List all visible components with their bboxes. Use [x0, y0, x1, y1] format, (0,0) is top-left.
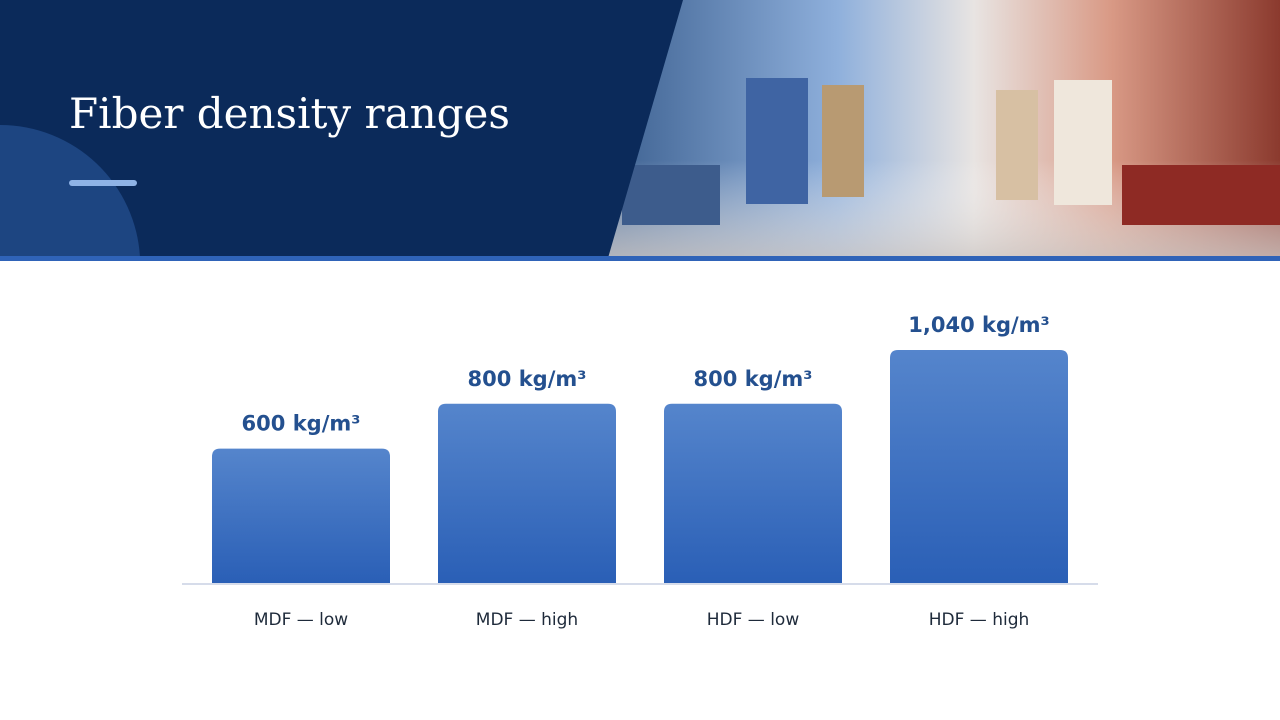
chart-title: Fiber density ranges — [69, 89, 510, 138]
category-label: MDF — low — [254, 610, 348, 630]
category-label: MDF — high — [476, 610, 578, 630]
header-decoration — [0, 124, 140, 258]
image-cabinet — [1122, 165, 1280, 225]
image-panel — [1054, 80, 1112, 205]
image-panel — [996, 90, 1038, 200]
value-label: 1,040 kg/m³ — [908, 313, 1049, 337]
header-stripe — [0, 256, 1280, 261]
image-cabinet — [622, 165, 720, 225]
image-panel — [822, 85, 864, 197]
value-label: 800 kg/m³ — [694, 367, 813, 391]
category-label: HDF — high — [929, 610, 1030, 630]
value-label: 600 kg/m³ — [242, 412, 361, 436]
bar — [438, 403, 616, 583]
bar — [664, 403, 842, 583]
header-band — [0, 0, 683, 258]
bar — [890, 350, 1068, 583]
image-panel — [746, 78, 808, 204]
value-label: 800 kg/m³ — [468, 367, 587, 391]
bar — [212, 448, 390, 583]
title-underline — [69, 180, 137, 186]
category-label: HDF — low — [707, 610, 800, 630]
